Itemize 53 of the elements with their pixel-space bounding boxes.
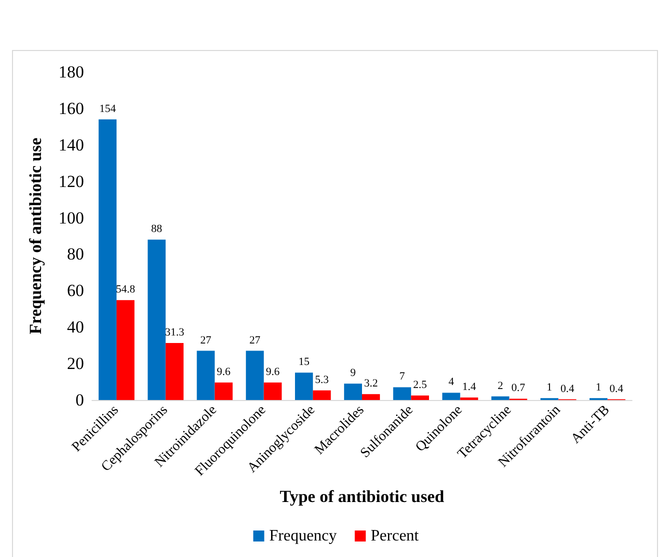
data-label: 31.3 — [164, 326, 185, 338]
data-label: 4 — [448, 376, 454, 388]
data-label: 1.4 — [462, 380, 477, 393]
bar — [196, 350, 215, 400]
y-tick-label: 40 — [67, 318, 84, 337]
bar — [264, 382, 282, 400]
bar — [148, 240, 166, 400]
bar — [393, 387, 412, 400]
data-label: 88 — [151, 223, 163, 236]
bar — [214, 382, 233, 400]
data-label: 9.6 — [266, 366, 280, 378]
bar — [411, 395, 430, 400]
data-label: 3.2 — [364, 378, 378, 390]
y-tick-label: 100 — [58, 208, 84, 228]
y-tick-label: 20 — [67, 354, 84, 374]
y-tick-label: 0 — [76, 390, 84, 410]
data-label: 0.4 — [610, 382, 624, 395]
data-label: 27 — [249, 334, 261, 346]
data-label: 9 — [350, 367, 356, 380]
data-label: 2.5 — [413, 378, 428, 391]
bar — [442, 392, 460, 400]
y-tick-label: 60 — [67, 281, 84, 300]
data-label: 5.3 — [314, 374, 330, 386]
data-label: 27 — [200, 334, 212, 346]
data-label: 0.7 — [511, 382, 526, 394]
y-tick-label: 180 — [58, 62, 84, 82]
bar — [116, 300, 134, 400]
data-label: 54.8 — [116, 284, 136, 296]
data-label: 154 — [99, 102, 116, 115]
bar — [362, 394, 380, 400]
data-label: 15 — [298, 356, 310, 368]
y-tick-label: 80 — [67, 244, 84, 264]
bar — [246, 350, 264, 400]
y-tick-label: 120 — [58, 172, 84, 191]
data-label: 1 — [596, 382, 602, 394]
bar — [98, 119, 117, 400]
x-axis-title: Type of antibiotic used — [280, 487, 445, 506]
y-axis-title: Frequency of antibiotic use — [26, 137, 45, 334]
bar — [460, 397, 478, 400]
y-tick-label: 140 — [58, 135, 84, 154]
bar — [344, 384, 362, 400]
legend-label: Frequency — [269, 528, 337, 544]
data-label: 1 — [546, 382, 552, 394]
data-label: 9.6 — [216, 366, 232, 378]
legend-label: Percent — [370, 528, 420, 544]
bar — [491, 396, 510, 400]
bar — [166, 342, 184, 400]
data-label: 7 — [399, 370, 406, 383]
data-label: 2 — [498, 380, 504, 392]
data-label: 0.4 — [560, 382, 575, 395]
y-tick-label: 160 — [58, 98, 84, 118]
bar — [294, 372, 313, 400]
bar — [312, 390, 331, 400]
